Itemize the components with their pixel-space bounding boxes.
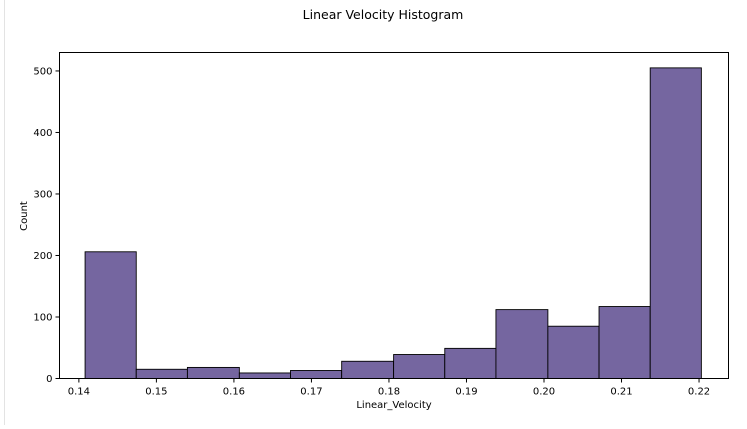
histogram-bar: [135, 368, 188, 379]
histogram-bar: [84, 251, 137, 379]
x-tick-label: 0.22: [688, 387, 710, 398]
x-tick-label: 0.15: [145, 387, 167, 398]
y-tick-label: 0: [46, 374, 52, 385]
x-tick-label: 0.14: [68, 387, 90, 398]
histogram-bar: [547, 325, 600, 379]
panel-divider: [4, 0, 5, 425]
y-tick-label: 300: [33, 189, 52, 200]
plot-area-border: [59, 52, 729, 379]
y-tick-label: 500: [33, 66, 52, 77]
histogram-bar: [341, 360, 395, 379]
y-axis-ticks: 0 100 200 300 400 500: [33, 66, 60, 385]
histogram-bar: [238, 372, 291, 379]
histogram-bar: [598, 306, 651, 379]
y-tick-label: 200: [33, 251, 52, 262]
x-tick-label: 0.16: [223, 387, 245, 398]
histogram-bar: [290, 370, 343, 379]
x-tick-label: 0.21: [610, 387, 632, 398]
x-tick-label: 0.19: [455, 387, 477, 398]
x-tick-label: 0.18: [378, 387, 400, 398]
x-tick-label: 0.20: [533, 387, 555, 398]
y-axis-label: Count: [19, 201, 30, 231]
histogram-bar: [444, 347, 497, 379]
histogram-bar: [649, 67, 702, 379]
histogram-bar: [186, 366, 240, 379]
y-tick-label: 400: [33, 128, 52, 139]
chart-title: Linear Velocity Histogram: [303, 7, 464, 22]
x-axis-label: Linear_Velocity: [356, 400, 431, 411]
y-tick-label: 100: [33, 312, 52, 323]
bars-group: [84, 67, 702, 379]
x-tick-label: 0.17: [300, 387, 322, 398]
x-axis-ticks: 0.14 0.15 0.16 0.17 0.18 0.19 0.20 0.21 0.22: [68, 378, 710, 398]
histogram-bar: [495, 309, 549, 379]
histogram-bar: [393, 354, 446, 379]
